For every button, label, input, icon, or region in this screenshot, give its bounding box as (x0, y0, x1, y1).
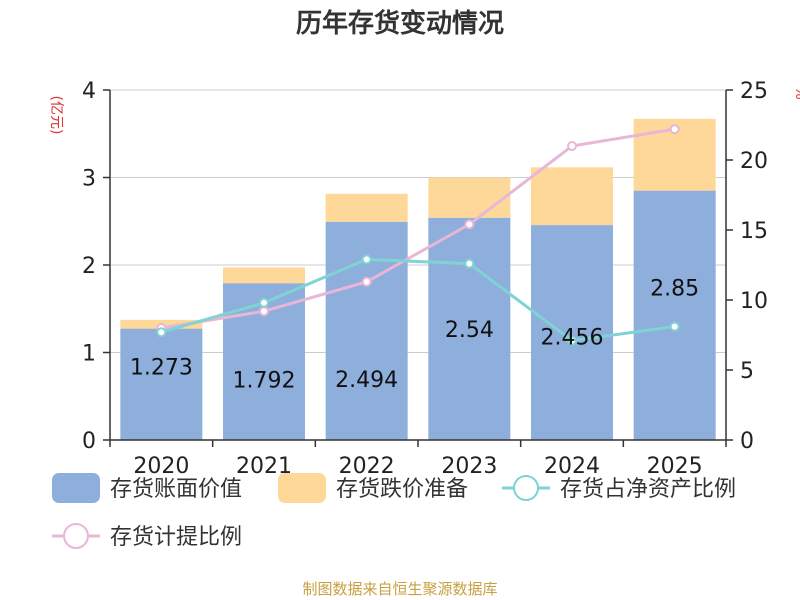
right-axis-unit: % (792, 86, 800, 99)
bar-data-label: 2.494 (335, 368, 398, 393)
line-point (567, 141, 577, 151)
series-line (161, 127, 675, 330)
bar-book-value (633, 190, 716, 440)
bar-data-label: 2.85 (650, 276, 699, 301)
left-tick-label: 4 (82, 79, 96, 104)
legend-label: 存货占净资产比例 (560, 477, 736, 502)
line-point (259, 306, 269, 317)
line-point (156, 327, 167, 338)
bar-impairment-reserve (325, 193, 408, 222)
legend-label: 存货跌价准备 (336, 477, 468, 502)
left-tick-label: 0 (82, 429, 96, 454)
source-note: 制图数据来自恒生聚源数据库 (302, 580, 497, 598)
legend-swatch (52, 473, 100, 503)
bar-impairment-reserve (223, 267, 305, 284)
series-line (160, 257, 675, 343)
line-point (669, 321, 680, 332)
left-axis-unit: (亿元) (48, 96, 64, 135)
right-tick-label: 0 (740, 429, 754, 454)
chart-title: 历年存货变动情况 (296, 8, 504, 39)
bar-book-value (120, 328, 203, 440)
right-tick-label: 20 (740, 149, 768, 174)
legend-item: 存货计提比例 (52, 523, 242, 550)
line-point (464, 258, 475, 269)
legend-label: 存货计提比例 (110, 525, 242, 550)
left-tick-label: 1 (82, 342, 96, 367)
bar-data-label: 2.54 (445, 318, 494, 343)
legend-marker (513, 475, 539, 501)
bar-impairment-reserve (531, 167, 613, 226)
right-tick-label: 10 (740, 289, 768, 314)
data-labels: 1.273 1.792 2.494 2.54 2.456 2.85 (130, 276, 699, 393)
x-tick-label: 2020 (133, 454, 189, 479)
bar-data-label: 1.273 (130, 355, 193, 380)
legend-item: 存货账面价值 (52, 473, 242, 503)
x-tick-label: 2022 (339, 454, 395, 479)
right-tick-label: 25 (740, 79, 768, 104)
x-tick-label: 2023 (441, 454, 497, 479)
bars (120, 118, 716, 440)
line-point (567, 335, 577, 346)
line-point (259, 297, 269, 308)
right-tick-label: 15 (740, 219, 768, 244)
bar-book-value (531, 225, 613, 440)
line-point (464, 219, 475, 230)
bar-data-label: 1.792 (233, 369, 296, 394)
x-tick-label: 2025 (647, 454, 703, 479)
left-tick-label: 2 (82, 254, 96, 279)
legend-label: 存货账面价值 (110, 477, 242, 502)
line-point (361, 254, 372, 265)
legend-item: 存货跌价准备 (278, 473, 468, 503)
right-tick-label: 5 (740, 359, 754, 384)
grid (110, 89, 726, 353)
x-tick-label: 2024 (544, 454, 600, 479)
line-point (361, 276, 372, 287)
lines (156, 124, 680, 346)
legend-item: 存货占净资产比例 (502, 475, 736, 502)
bar-data-label: 2.456 (541, 326, 604, 351)
bar-book-value (428, 217, 511, 440)
legend-marker (63, 523, 89, 549)
line-point (669, 124, 680, 135)
legend-swatch (278, 473, 326, 503)
bar-impairment-reserve (428, 177, 511, 218)
left-tick-label: 3 (82, 167, 96, 192)
